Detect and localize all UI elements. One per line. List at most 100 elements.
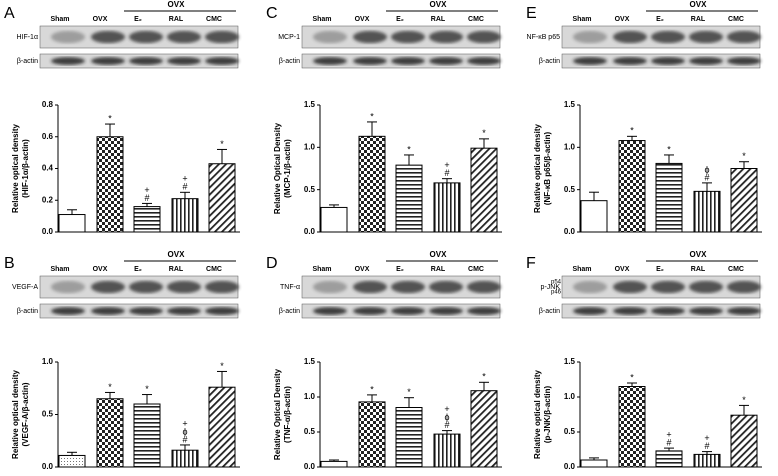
blot-band	[353, 307, 387, 315]
bar	[58, 454, 86, 468]
y-tick-label: 0.5	[42, 410, 54, 419]
blot-band	[167, 280, 201, 294]
bar	[618, 140, 646, 233]
significance-mark: #	[144, 193, 149, 203]
y-tick-label: 0.0	[304, 462, 316, 471]
lane-label: RAL	[169, 16, 184, 23]
protein-label: β-actin	[539, 308, 560, 315]
significance-mark: +	[444, 160, 449, 170]
lane-label: CMC	[206, 266, 222, 273]
y-tick-label: 0.2	[42, 195, 54, 204]
significance-mark: #	[666, 437, 671, 447]
y-tick-label: 0.0	[564, 227, 576, 236]
blot-band	[689, 280, 723, 294]
lane-label: OVX	[355, 266, 370, 273]
significance-mark: *	[482, 372, 486, 382]
bar	[208, 386, 236, 468]
bar	[133, 206, 161, 233]
blot-band	[727, 280, 761, 294]
significance-mark: +	[666, 429, 671, 439]
bar	[580, 200, 608, 233]
y-axis-label: (HIF-1α/β-actin)	[21, 139, 30, 198]
lane-label: Sham	[50, 266, 69, 273]
lane-label: CMC	[468, 16, 484, 23]
bar	[433, 433, 461, 468]
blot-band	[573, 57, 607, 65]
blot-band	[651, 280, 685, 294]
y-tick-label: 0.8	[42, 100, 54, 109]
significance-mark: #	[182, 182, 187, 192]
lane-label: RAL	[691, 266, 706, 273]
panel-letter: F	[526, 255, 536, 272]
y-tick-label: 0.4	[42, 164, 54, 173]
y-tick-label: 0.0	[42, 227, 54, 236]
protein-label: NF-κB p65	[527, 34, 561, 41]
blot-band	[573, 30, 607, 44]
y-axis-label: (MCP-1/β-actin)	[283, 139, 292, 198]
bar	[96, 136, 124, 233]
blot-band	[51, 30, 85, 44]
y-tick-label: 0.0	[304, 227, 316, 236]
y-tick-label: 1.5	[564, 357, 576, 366]
significance-mark: *	[220, 139, 224, 149]
blot-band	[313, 57, 347, 65]
bar	[358, 135, 386, 233]
blot-band	[727, 57, 761, 65]
lane-label: OVX	[355, 16, 370, 23]
significance-mark: *	[407, 144, 411, 154]
blot-band	[467, 307, 501, 315]
lane-label: E₂	[656, 266, 664, 273]
lane-label: Sham	[312, 16, 331, 23]
bar	[171, 449, 199, 468]
protein-label: β-actin	[17, 308, 38, 315]
y-axis-label: Relative Optical Density	[273, 122, 282, 214]
protein-label: VEGF-A	[12, 284, 38, 291]
bar	[655, 450, 683, 468]
lane-label: E₂	[396, 266, 404, 273]
y-axis-label: Relative optical density	[11, 369, 20, 458]
blot-band	[205, 57, 239, 65]
bar	[320, 460, 348, 468]
lane-label: OVX	[93, 16, 108, 23]
panel-letter: A	[4, 5, 15, 22]
blot-band	[167, 30, 201, 44]
panel: A OVX Sham OVX E₂ RAL CMC HIF-1α β-actin 0.0 0.2 0.…	[4, 0, 240, 236]
y-tick-label: 0.0	[564, 462, 576, 471]
y-tick-label: 1.5	[564, 100, 576, 109]
panel: C OVX Sham OVX E₂ RAL CMC MCP-1 β-actin 0.0 0.5 1.0…	[266, 0, 502, 236]
bar	[730, 168, 758, 233]
blot-band	[391, 30, 425, 44]
lane-label: Sham	[572, 16, 591, 23]
y-axis-label: Relative optical density	[533, 123, 542, 212]
panel-letter: C	[266, 5, 278, 22]
blot-band	[91, 280, 125, 294]
blot-band	[205, 30, 239, 44]
blot-band	[313, 280, 347, 294]
group-label: OVX	[168, 0, 186, 9]
band-label: p54	[551, 280, 562, 286]
significance-mark: *	[667, 144, 671, 154]
blot-band	[353, 57, 387, 65]
blot-band	[573, 280, 607, 294]
y-tick-label: 1.5	[304, 357, 316, 366]
panel: B OVX Sham OVX E₂ RAL CMC VEGF-A β-actin 0.0 0.5 1.…	[4, 250, 240, 471]
significance-mark: *	[742, 395, 746, 405]
significance-mark: *	[742, 151, 746, 161]
significance-mark: #	[704, 441, 709, 451]
bar	[58, 214, 86, 233]
blot-band	[391, 307, 425, 315]
y-tick-label: 1.0	[42, 357, 54, 366]
significance-mark: +	[144, 185, 149, 195]
lane-label: RAL	[431, 266, 446, 273]
bar	[693, 190, 721, 233]
bar	[96, 398, 124, 468]
significance-mark: *	[370, 384, 374, 394]
lane-label: OVX	[93, 266, 108, 273]
significance-mark: +	[182, 418, 187, 428]
y-axis-label: Relative optical density	[533, 369, 542, 458]
y-axis-label: (NF-κB p65/β-actin)	[543, 131, 552, 205]
blot-band	[467, 57, 501, 65]
protein-label: HIF-1α	[16, 34, 38, 41]
significance-mark: *	[630, 126, 634, 136]
blot-band	[727, 30, 761, 44]
